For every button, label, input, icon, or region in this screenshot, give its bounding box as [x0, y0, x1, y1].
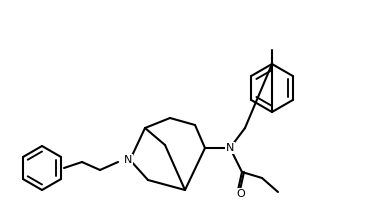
Text: N: N	[124, 155, 132, 165]
Text: O: O	[237, 189, 245, 199]
Text: N: N	[226, 143, 234, 153]
